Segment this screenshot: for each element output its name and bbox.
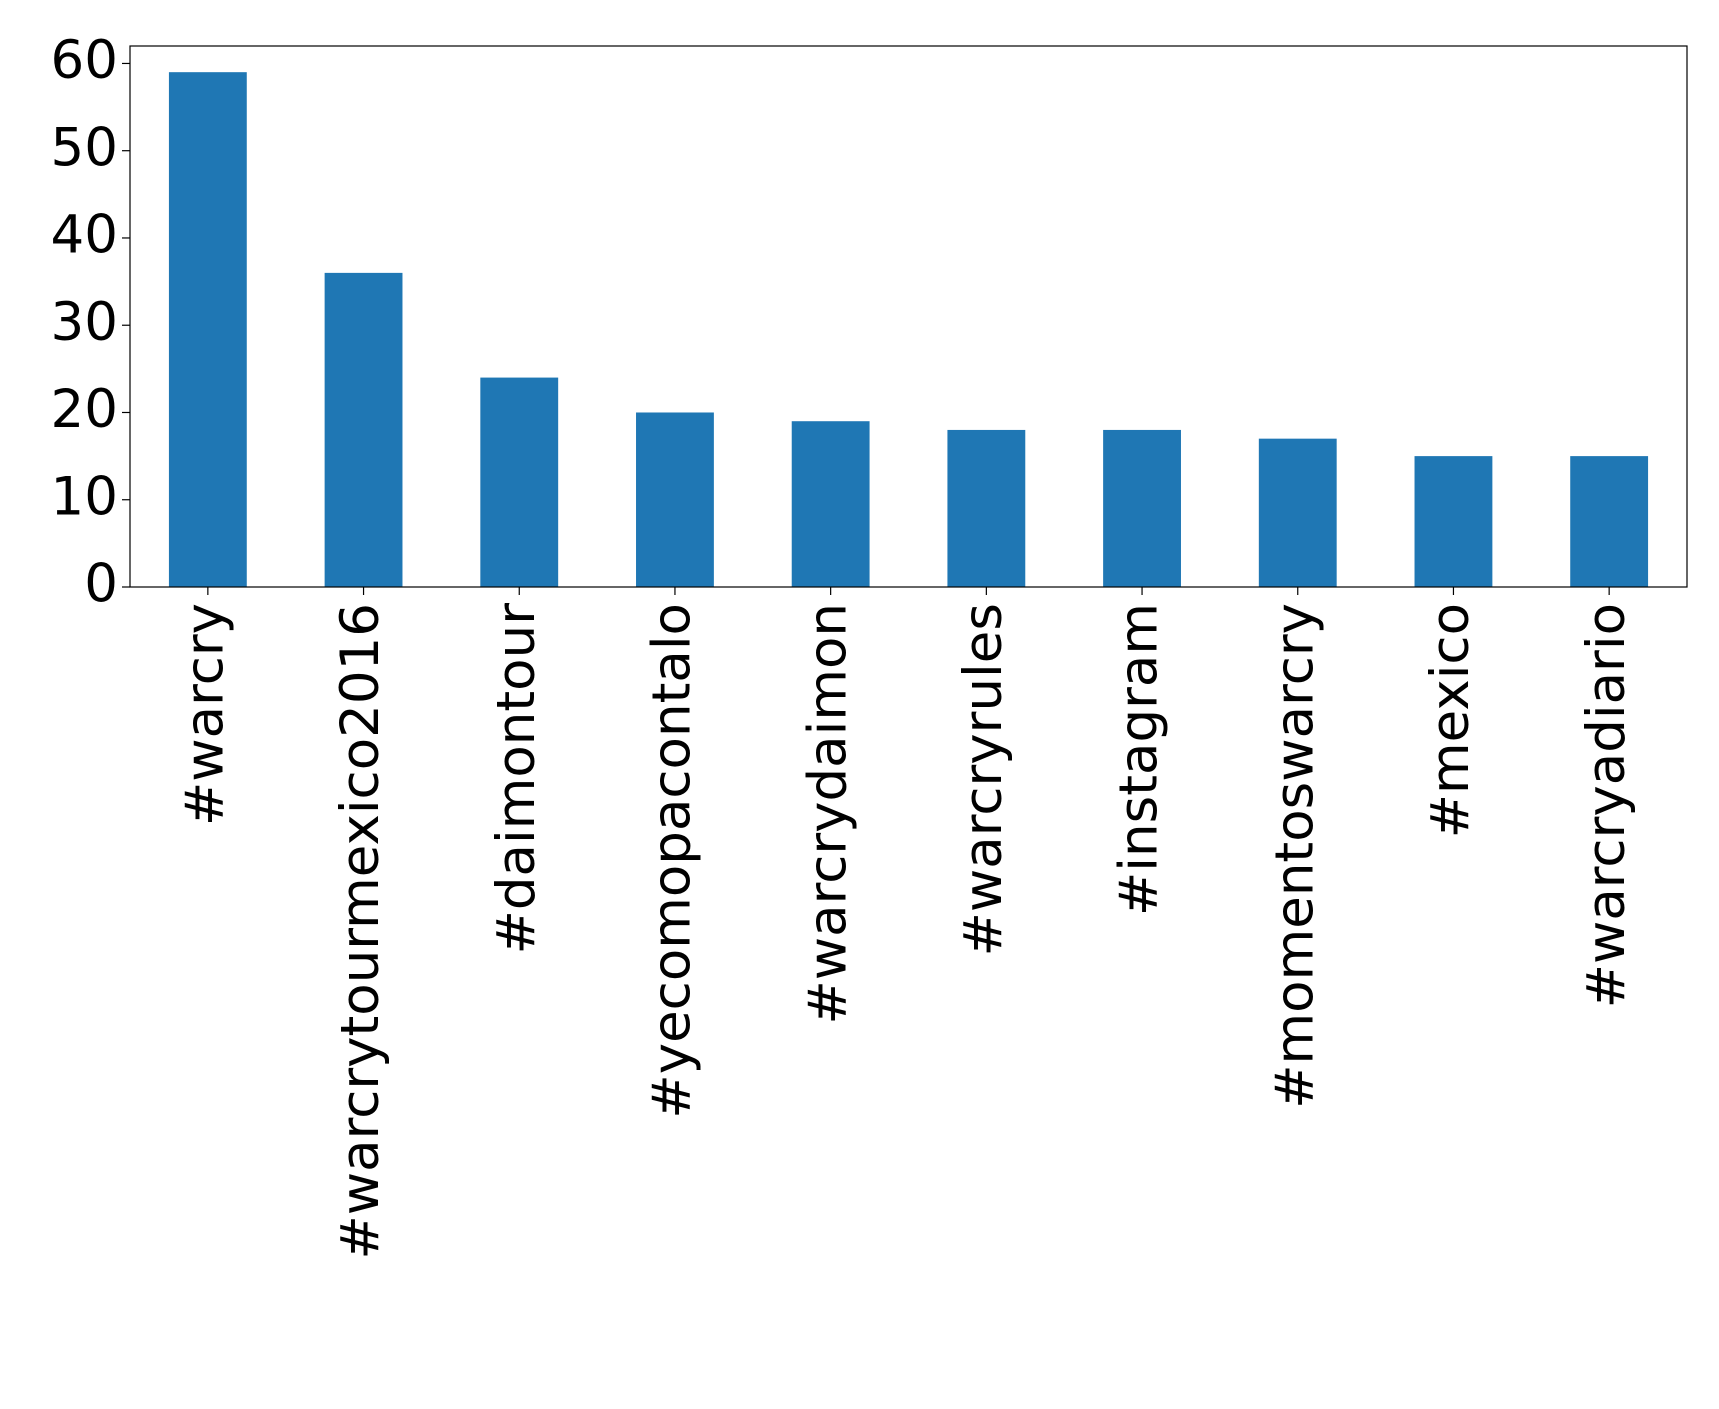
x-tick-label: #warcrydaimon xyxy=(797,603,858,1025)
bar xyxy=(480,377,559,587)
x-tick-label: #momentoswarcry xyxy=(1264,603,1325,1109)
x-tick-label: #daimontour xyxy=(486,603,547,955)
y-tick-label: 30 xyxy=(51,292,118,353)
bar xyxy=(947,429,1026,587)
y-tick-label: 20 xyxy=(51,379,118,440)
bar xyxy=(1570,456,1649,587)
y-tick-label: 50 xyxy=(51,117,118,178)
x-tick-label: #instagram xyxy=(1109,603,1170,916)
bar xyxy=(1103,429,1181,587)
y-tick-label: 0 xyxy=(84,554,118,615)
plot-frame xyxy=(129,45,1688,588)
bar xyxy=(791,421,870,587)
bar xyxy=(168,72,247,587)
bar xyxy=(1258,438,1337,587)
x-tick-label: #warcryrules xyxy=(953,603,1014,956)
y-tick-label: 40 xyxy=(51,205,118,266)
bar xyxy=(324,272,403,587)
x-tick-label: #warcrytourmexico2016 xyxy=(330,603,391,1260)
x-tick-label: #warcryadiario xyxy=(1576,603,1637,1008)
bar xyxy=(636,412,714,587)
x-tick-label: #yecomopacontalo xyxy=(642,603,703,1119)
y-tick-label: 10 xyxy=(51,466,118,527)
x-tick-label: #warcry xyxy=(174,603,235,826)
y-tick-label: 60 xyxy=(51,30,118,91)
bar xyxy=(1414,456,1493,587)
x-tick-label: #mexico xyxy=(1420,603,1481,838)
